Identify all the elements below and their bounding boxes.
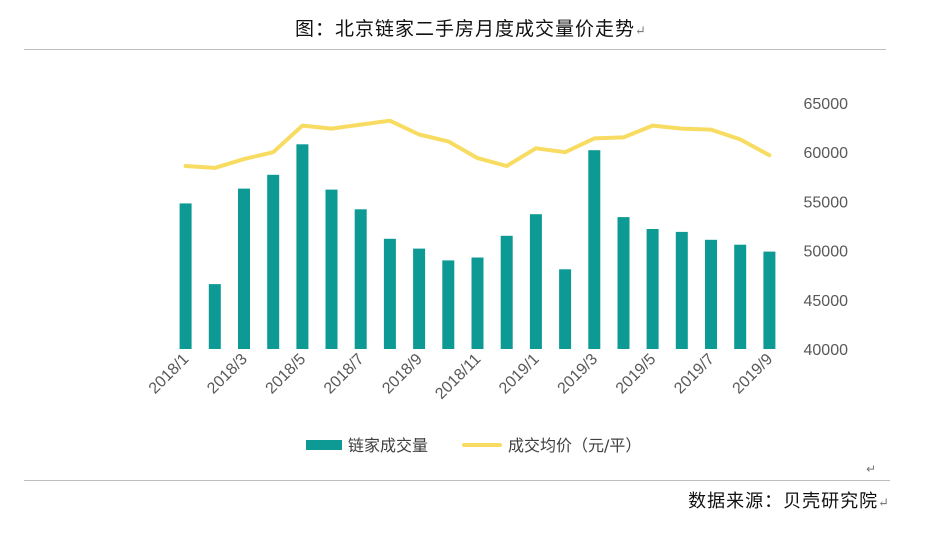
bar-2018/9 [413,248,426,349]
bottom-divider [24,480,890,481]
source-text: 数据来源：贝壳研究院 [688,491,879,512]
bar-2018/6 [325,189,338,349]
bar-2019/7 [705,239,717,349]
x-tick-label: 2019/9 [730,351,777,398]
x-tick-label: 2018/9 [379,351,426,398]
chart-title: 图：北京链家二手房月度成交量价走势↵ [0,14,942,41]
bar-2018/11 [471,257,484,349]
y-tick-label: 40000 [804,342,849,359]
price-line [183,118,772,170]
bar-2019/2 [559,269,572,349]
data-source: 数据来源：贝壳研究院↵ [688,487,890,513]
paragraph-mark-icon: ↵ [878,496,890,511]
bar-2018/7 [354,209,367,349]
bar-2019/1 [529,214,542,349]
x-tick-label: 2018/5 [263,351,310,398]
paragraph-mark-icon: ↵ [866,462,877,476]
legend-swatch-bar [306,440,342,450]
y-tick-label: 55000 [804,194,849,211]
bar-2018/5 [296,144,309,349]
bar-2018/3 [238,188,250,349]
bar-2018/2 [208,284,221,349]
top-divider [24,49,886,50]
legend-label-bar: 链家成交量 [348,436,428,455]
x-tick-label: 2019/3 [555,351,602,398]
x-tick-label: 2018/3 [204,351,251,398]
x-tick-label: 2019/7 [671,351,718,398]
bar-2018/12 [500,235,513,349]
bar-2019/5 [646,229,659,349]
title-text: 图：北京链家二手房月度成交量价走势 [295,18,636,40]
y-tick-label: 45000 [804,293,849,310]
paragraph-mark-icon: ↵ [635,24,647,39]
y-tick-label: 50000 [804,244,849,261]
bar-2018/1 [179,203,192,349]
bar-2019/3 [588,150,601,349]
bar-2019/8 [734,244,747,349]
bar-2019/6 [675,231,688,349]
bar-2019/9 [763,251,776,349]
y-tick-label: 65000 [804,96,849,113]
legend-label-line: 成交均价（元/平） [508,436,641,455]
bar-2018/8 [383,238,396,349]
y-tick-label: 60000 [804,145,849,162]
x-tick-label: 2018/11 [432,351,484,403]
x-tick-label: 2018/1 [146,351,193,398]
x-tick-label: 2019/5 [613,351,660,398]
bar-2018/10 [442,260,455,349]
bar-2018/4 [267,174,280,349]
x-tick-label: 2019/1 [496,351,543,398]
bar-2019/4 [617,217,630,349]
x-tick-label: 2018/7 [321,351,368,398]
